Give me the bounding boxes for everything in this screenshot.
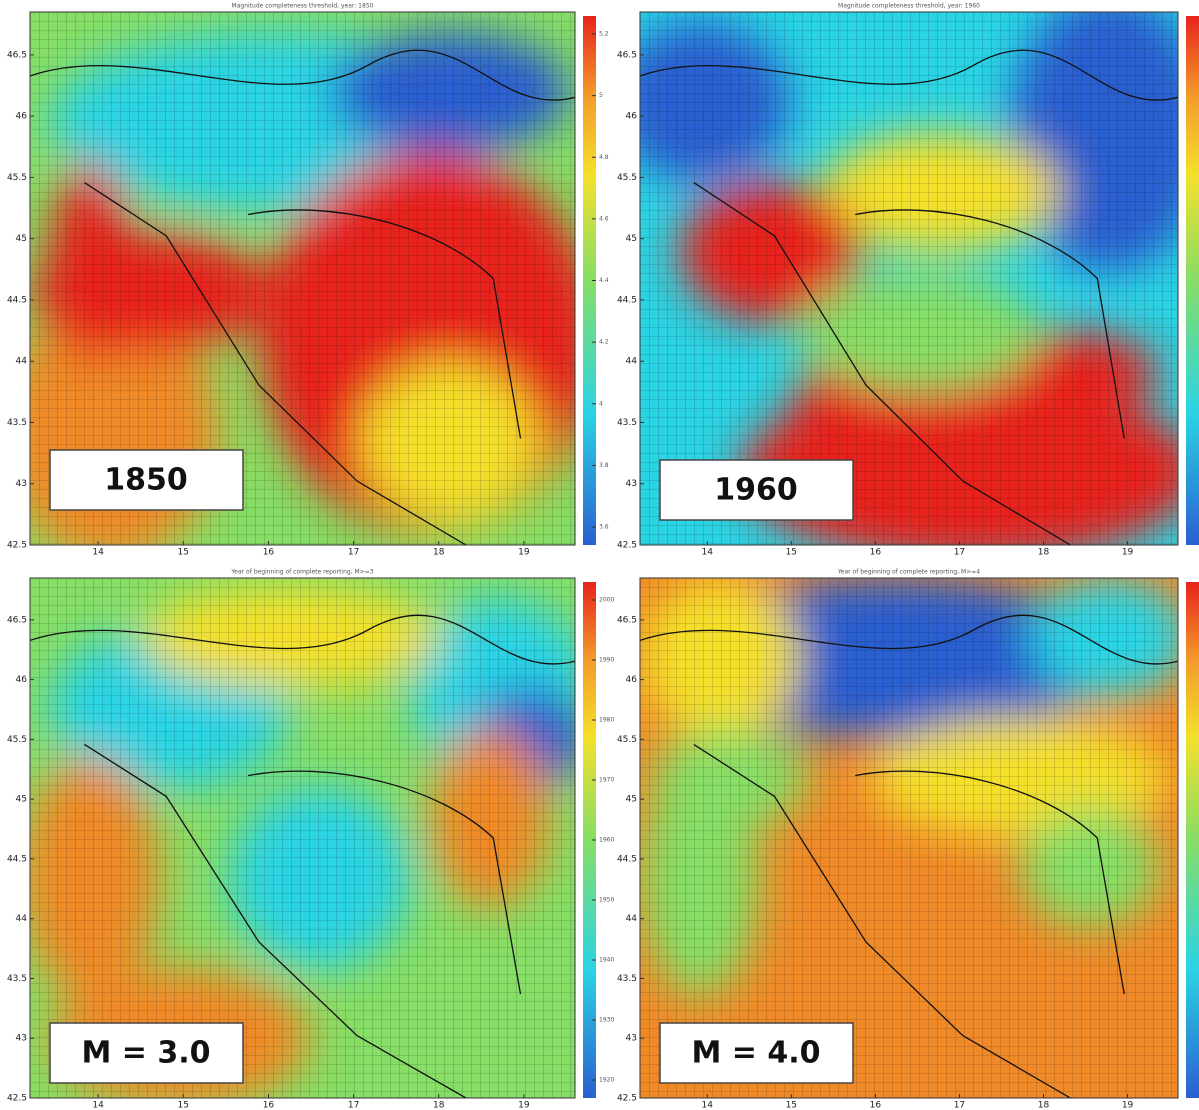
- x-tick-label: 19: [518, 548, 530, 558]
- map-panel: Magnitude completeness threshold, year: …: [0, 3, 609, 563]
- y-tick-label: 46: [16, 112, 28, 122]
- colorbar-tick-label: 4.8: [599, 154, 609, 161]
- x-tick-label: 15: [178, 548, 189, 558]
- panel-label: M = 3.0: [81, 1036, 210, 1071]
- y-tick-label: 43: [626, 1034, 637, 1044]
- panel-label: 1850: [104, 463, 188, 498]
- x-tick-label: 19: [518, 1101, 530, 1110]
- panel-label: M = 4.0: [691, 1036, 820, 1071]
- colorbar-tick-label: 1990: [599, 657, 614, 664]
- x-tick-label: 14: [92, 548, 104, 558]
- x-tick-label: 18: [433, 1101, 445, 1110]
- y-tick-label: 44: [16, 357, 28, 367]
- y-tick-label: 42.5: [617, 1094, 637, 1104]
- x-tick-label: 17: [348, 1101, 359, 1110]
- x-tick-label: 16: [870, 548, 882, 558]
- x-tick-label: 16: [263, 1101, 275, 1110]
- colorbar-tick-label: 1930: [599, 1017, 614, 1024]
- x-tick-label: 15: [786, 548, 797, 558]
- y-tick-label: 46: [626, 675, 638, 685]
- map-title: Magnitude completeness threshold, year: …: [838, 3, 980, 10]
- x-tick-label: 15: [786, 1101, 797, 1110]
- y-tick-label: 45: [16, 795, 27, 805]
- colorbar-tick-label: 4.4: [599, 277, 609, 284]
- colorbar-tick-label: 3.8: [599, 462, 609, 469]
- colorbar-tick-label: 5.2: [599, 31, 609, 38]
- x-tick-label: 17: [954, 1101, 965, 1110]
- map-panel: Magnitude completeness threshold, year: …: [610, 0, 1199, 562]
- y-tick-label: 44: [626, 914, 638, 924]
- colorbar-tick-label: 1980: [599, 717, 614, 724]
- y-tick-label: 43: [16, 1034, 27, 1044]
- map-title: Magnitude completeness threshold, year: …: [232, 3, 374, 10]
- y-tick-label: 43: [16, 479, 27, 489]
- x-tick-label: 16: [870, 1101, 882, 1110]
- panel-label: 1960: [714, 473, 798, 508]
- x-tick-label: 18: [433, 548, 445, 558]
- x-tick-label: 14: [702, 1101, 714, 1110]
- y-tick-label: 44.5: [7, 854, 27, 864]
- map-title: Year of beginning of complete reporting,…: [230, 569, 373, 576]
- colorbar: [1186, 582, 1199, 1098]
- y-tick-label: 45.5: [617, 173, 637, 183]
- y-tick-label: 45.5: [7, 735, 27, 745]
- colorbar-tick-label: 4.2: [599, 339, 609, 346]
- map-panel: Year of beginning of complete reporting,…: [617, 569, 1199, 1110]
- y-tick-label: 45: [16, 234, 27, 244]
- y-tick-label: 43.5: [617, 418, 637, 428]
- y-tick-label: 42.5: [617, 541, 637, 551]
- y-tick-label: 44.5: [617, 854, 637, 864]
- y-tick-label: 44.5: [617, 295, 637, 305]
- y-tick-label: 46: [16, 675, 28, 685]
- x-tick-label: 18: [1038, 1101, 1050, 1110]
- colorbar-tick-label: 5: [599, 92, 603, 99]
- map-title: Year of beginning of complete reporting,…: [837, 569, 980, 576]
- y-tick-label: 46.5: [617, 50, 637, 60]
- colorbar-tick-label: 1960: [599, 837, 614, 844]
- x-tick-label: 14: [702, 548, 714, 558]
- y-tick-label: 45: [626, 795, 637, 805]
- y-tick-label: 44.5: [7, 295, 27, 305]
- y-tick-label: 45.5: [7, 173, 27, 183]
- colorbar-tick-label: 1950: [599, 897, 614, 904]
- x-tick-label: 17: [348, 548, 359, 558]
- heatmap: [640, 578, 1190, 1098]
- colorbar-tick-label: 2000: [599, 597, 614, 604]
- map-panel: Year of beginning of complete reporting,…: [7, 569, 614, 1110]
- y-tick-label: 46.5: [7, 615, 27, 625]
- colorbar-tick-label: 1970: [599, 777, 614, 784]
- x-tick-label: 16: [263, 548, 275, 558]
- colorbar-tick-label: 1920: [599, 1077, 614, 1084]
- x-tick-label: 18: [1038, 548, 1050, 558]
- y-tick-label: 42.5: [7, 1094, 27, 1104]
- colorbar-tick-label: 1940: [599, 957, 614, 964]
- y-tick-label: 43.5: [7, 418, 27, 428]
- x-tick-label: 19: [1122, 1101, 1134, 1110]
- y-tick-label: 42.5: [7, 541, 27, 551]
- x-tick-label: 15: [178, 1101, 189, 1110]
- y-tick-label: 44: [626, 357, 638, 367]
- y-tick-label: 46.5: [7, 50, 27, 60]
- y-tick-label: 46.5: [617, 615, 637, 625]
- y-tick-label: 43.5: [7, 974, 27, 984]
- x-tick-label: 14: [92, 1101, 104, 1110]
- y-tick-label: 43.5: [617, 974, 637, 984]
- x-tick-label: 17: [954, 548, 965, 558]
- colorbar: [1186, 16, 1199, 545]
- y-tick-label: 45.5: [617, 735, 637, 745]
- colorbar-tick-label: 4: [599, 400, 603, 407]
- y-tick-label: 45: [626, 234, 637, 244]
- y-tick-label: 43: [626, 479, 637, 489]
- x-tick-label: 19: [1122, 548, 1134, 558]
- y-tick-label: 46: [626, 112, 638, 122]
- y-tick-label: 44: [16, 914, 28, 924]
- colorbar-tick-label: 3.6: [599, 524, 609, 531]
- figure: Magnitude completeness threshold, year: …: [0, 0, 1199, 1110]
- colorbar-tick-label: 4.6: [599, 215, 609, 222]
